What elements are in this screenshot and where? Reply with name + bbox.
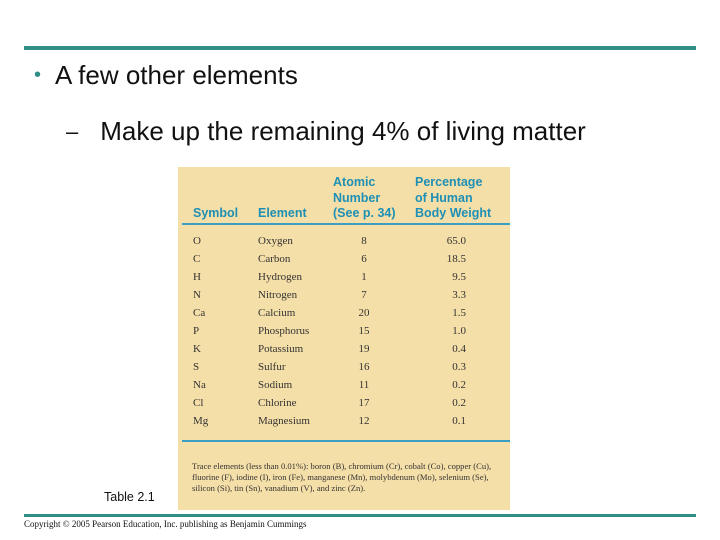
bullet-text: A few other elements: [55, 60, 298, 90]
header-percentage: Percentage of Human Body Weight: [415, 175, 492, 220]
header-element: Element: [258, 206, 307, 220]
table-row: O Oxygen 8 65.0: [193, 235, 466, 247]
table-row: Mg Magnesium 12 0.1: [193, 415, 466, 427]
table-row: Na Sodium 11 0.2: [193, 379, 466, 391]
sub-bullet-text: Make up the remaining 4% of living matte…: [100, 116, 586, 146]
table-caption: Table 2.1: [104, 490, 155, 504]
bullet-dot-icon: •: [34, 64, 42, 86]
table-body: O Oxygen 8 65.0 C Carbon 6 18.5 H Hydrog…: [178, 233, 510, 431]
header-symbol: Symbol: [193, 206, 239, 220]
table-row: Cl Chlorine 17 0.2: [193, 397, 466, 409]
table-row: Ca Calcium 20 1.5: [193, 307, 466, 319]
table-row: P Phosphorus 15 1.0: [193, 325, 466, 337]
header-divider: [182, 223, 510, 225]
sub-bullet-item: – Make up the remaining 4% of living mat…: [66, 116, 586, 147]
header-atomic-number: Atomic Number (See p. 34): [333, 175, 396, 220]
table-row: S Sulfur 16 0.3: [193, 361, 466, 373]
dash-icon: –: [66, 118, 79, 144]
table-row: C Carbon 6 18.5: [193, 253, 466, 265]
footnote-divider: [182, 440, 510, 442]
table-row: N Nitrogen 7 3.3: [193, 289, 466, 301]
top-divider: [24, 46, 696, 50]
table-row: K Potassium 19 0.4: [193, 343, 466, 355]
elements-table: Symbol Element Atomic Number (See p. 34)…: [178, 167, 510, 510]
bullet-item: • A few other elements: [34, 60, 298, 91]
copyright-notice: Copyright © 2005 Pearson Education, Inc.…: [24, 519, 307, 529]
table-row: H Hydrogen 1 9.5: [193, 271, 466, 283]
table-header: Symbol Element Atomic Number (See p. 34)…: [178, 167, 510, 223]
bottom-divider: [24, 514, 696, 517]
trace-elements-footnote: Trace elements (less than 0.01%): boron …: [192, 461, 492, 493]
